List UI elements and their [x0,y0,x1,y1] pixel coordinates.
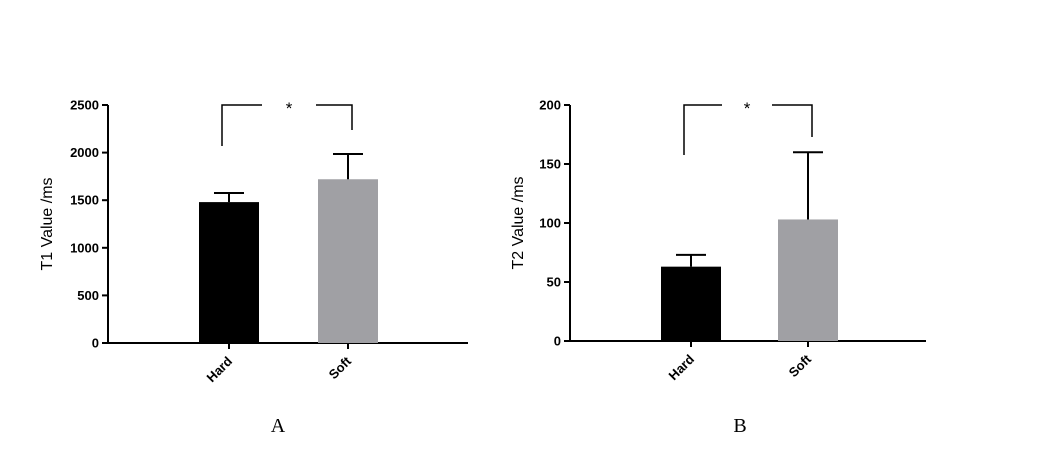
y-tick-label: 2000 [70,145,99,160]
y-ticks: 0 500 1000 1500 2000 2500 [70,98,108,351]
y-tick-label: 0 [92,336,99,351]
significance-marker: * [744,99,751,118]
y-tick-label: 150 [539,157,561,172]
significance-marker: * [286,99,293,118]
x-tick-label: Hard [666,351,698,383]
y-tick-label: 0 [554,334,561,349]
y-axis-title: T2 Value /ms [510,176,527,269]
bar [318,179,378,343]
panel-label: B [733,415,746,437]
bracket-left [221,104,262,146]
y-tick-label: 1500 [70,193,99,208]
bar [778,219,838,341]
bar [199,202,259,343]
chart-panel-a: 0 500 1000 1500 2000 2500 Hard Soft * T1 Value… [39,98,468,437]
y-tick-label: 500 [77,288,99,303]
bar [661,266,721,341]
chart-panel-b: 0 50 100 150 200 Hard Soft * T2 Value /ms B [510,98,926,437]
x-tick-label: Hard [204,353,236,385]
bracket-right [316,104,353,130]
y-tick-label: 50 [547,275,561,290]
y-ticks: 0 50 100 150 200 [539,98,570,349]
bracket-right [772,104,813,137]
x-tick-label: Soft [786,351,815,380]
y-tick-label: 1000 [70,240,99,255]
significance-bracket: * [221,99,353,146]
y-tick-label: 2500 [70,98,99,113]
y-tick-label: 100 [539,216,561,231]
y-axis-title: T1 Value /ms [39,177,56,270]
x-tick-label: Soft [326,353,355,382]
panel-label: A [271,415,286,437]
bracket-left [683,104,722,155]
y-tick-label: 200 [539,98,561,113]
bars: Hard Soft [661,151,838,383]
significance-bracket: * [683,99,813,155]
bars: Hard Soft [199,153,378,385]
